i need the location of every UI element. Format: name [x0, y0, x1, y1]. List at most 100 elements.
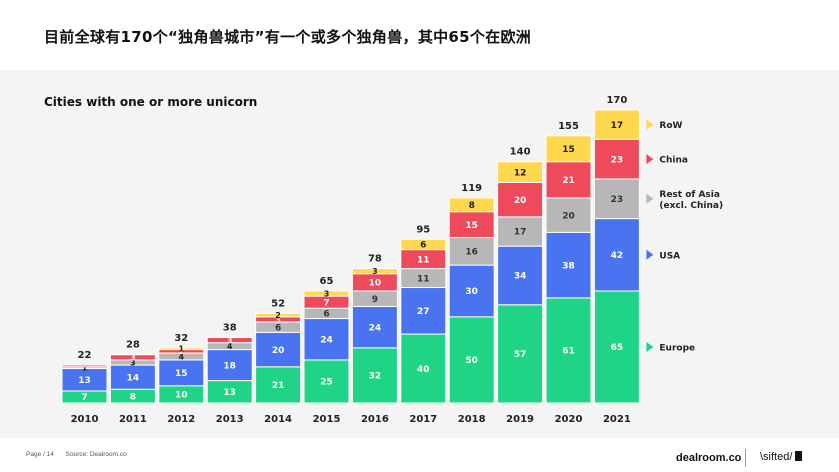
- bar-segment-2016-4: [351, 268, 398, 275]
- segment-label: 50: [465, 356, 478, 366]
- segment-label: 8: [469, 201, 475, 211]
- segment-label: 61: [562, 347, 575, 357]
- bar-segment-2014-1: [255, 331, 302, 368]
- total-label: 38: [223, 323, 237, 334]
- legend-marker: [646, 341, 654, 352]
- segment-label: 10: [175, 391, 188, 401]
- segment-label: 65: [611, 343, 624, 353]
- bar-segment-2015-0: [303, 359, 350, 404]
- source-note: Source: Dealroom.co: [65, 451, 127, 458]
- total-label: 95: [416, 224, 430, 235]
- footer: Page / 14 Source: Dealroom.co: [26, 451, 137, 458]
- bar-segment-2011-1: [109, 364, 156, 390]
- bar-segment-2021-3: [593, 138, 640, 180]
- segment-label: 4: [227, 342, 233, 351]
- segment-label: 6: [275, 323, 281, 333]
- bar-segment-2017-4: [400, 238, 447, 251]
- page-number: Page / 14: [26, 451, 54, 458]
- segment-label: 2: [275, 311, 281, 320]
- segment-label: 6: [420, 241, 426, 251]
- segment-label: 20: [272, 346, 285, 356]
- x-tick-label: 2021: [603, 414, 631, 425]
- legend-marker: [646, 154, 654, 165]
- bar-segment-2018-2: [448, 237, 495, 266]
- bar-segment-2018-4: [448, 197, 495, 213]
- segment-label: 3: [324, 289, 330, 298]
- x-tick-label: 2013: [216, 414, 244, 425]
- total-label: 170: [606, 95, 627, 106]
- bar-segment-2018-3: [448, 211, 495, 239]
- segment-label: 11: [417, 255, 430, 265]
- legend-label: Europe: [659, 343, 695, 353]
- legend-marker: [646, 119, 654, 130]
- segment-label: 18: [223, 361, 236, 371]
- segment-label: 16: [465, 248, 478, 258]
- segment-label: 3: [227, 336, 233, 345]
- segment-label: 1: [179, 345, 185, 354]
- segment-label: 21: [562, 176, 575, 186]
- bar-segment-2020-4: [545, 135, 592, 163]
- x-tick-label: 2011: [119, 414, 147, 425]
- segment-label: 12: [514, 168, 527, 178]
- bar-segment-2017-0: [400, 333, 447, 404]
- segment-label: 7: [323, 298, 329, 308]
- segment-label: 15: [562, 145, 575, 155]
- legend-label: RoW: [659, 121, 682, 131]
- page-title: 目前全球有170个“独角兽城市”有一个或多个独角兽，其中65个在欧洲: [44, 28, 532, 46]
- bar-segment-2021-4: [593, 109, 640, 140]
- legend-label: USA: [659, 251, 680, 261]
- bar-segment-2012-4: [158, 347, 205, 351]
- chart-title: Cities with one or more unicorn: [44, 95, 257, 109]
- segment-label: 24: [320, 335, 333, 345]
- bar-segment-2019-1: [497, 245, 544, 306]
- segment-label: 7: [81, 393, 87, 403]
- segment-label: 2: [179, 347, 185, 356]
- bar-segment-2020-0: [545, 297, 592, 404]
- legend-label: China: [659, 156, 688, 166]
- bar-segment-2014-0: [255, 366, 302, 404]
- legend-label: Rest of Asia (excl. China): [659, 190, 723, 211]
- segment-label: 17: [611, 121, 624, 131]
- segment-label: 20: [514, 196, 527, 206]
- segment-label: 57: [514, 350, 527, 360]
- legend-marker: [646, 193, 654, 204]
- bar-segment-2010-3: [61, 364, 108, 368]
- x-tick-label: 2015: [313, 414, 341, 425]
- segment-label: 25: [320, 378, 333, 388]
- bar-segment-2018-1: [448, 264, 495, 318]
- x-tick-label: 2016: [361, 414, 389, 425]
- x-tick-label: 2014: [264, 414, 292, 425]
- total-label: 52: [271, 298, 285, 309]
- total-label: 28: [126, 340, 140, 351]
- segment-label: 13: [223, 388, 236, 398]
- total-label: 155: [558, 121, 579, 132]
- segment-label: 15: [175, 369, 188, 379]
- total-label: 119: [461, 183, 482, 194]
- segment-label: 9: [372, 295, 378, 305]
- bar-segment-2011-3: [109, 354, 156, 361]
- segment-label: 1: [82, 364, 88, 373]
- sifted-logo: \sifted/: [760, 451, 803, 463]
- bar-segment-2017-1: [400, 287, 447, 335]
- segment-label: 10: [369, 279, 382, 289]
- x-tick-label: 2017: [409, 414, 437, 425]
- segment-label: 15: [465, 221, 478, 231]
- bar-segment-2018-0: [448, 316, 495, 404]
- segment-label: 3: [130, 358, 136, 367]
- segment-label: 42: [611, 251, 624, 261]
- bar-segment-2016-1: [351, 305, 398, 349]
- dealroom-logo: dealroom.co: [676, 452, 742, 464]
- total-label: 32: [174, 333, 188, 344]
- segment-label: 27: [417, 307, 430, 317]
- segment-label: 14: [127, 373, 140, 383]
- segment-label: 3: [130, 353, 136, 362]
- segment-label: 40: [417, 365, 430, 375]
- segment-label: 32: [369, 372, 382, 382]
- bar-segment-2019-0: [497, 304, 544, 404]
- segment-label: 24: [369, 323, 382, 333]
- x-tick-label: 2018: [458, 414, 486, 425]
- segment-label: 4: [179, 352, 185, 361]
- sifted-logo-text: \sifted/: [760, 451, 793, 463]
- segment-label: 20: [562, 211, 575, 221]
- bar-segment-2021-2: [593, 178, 640, 220]
